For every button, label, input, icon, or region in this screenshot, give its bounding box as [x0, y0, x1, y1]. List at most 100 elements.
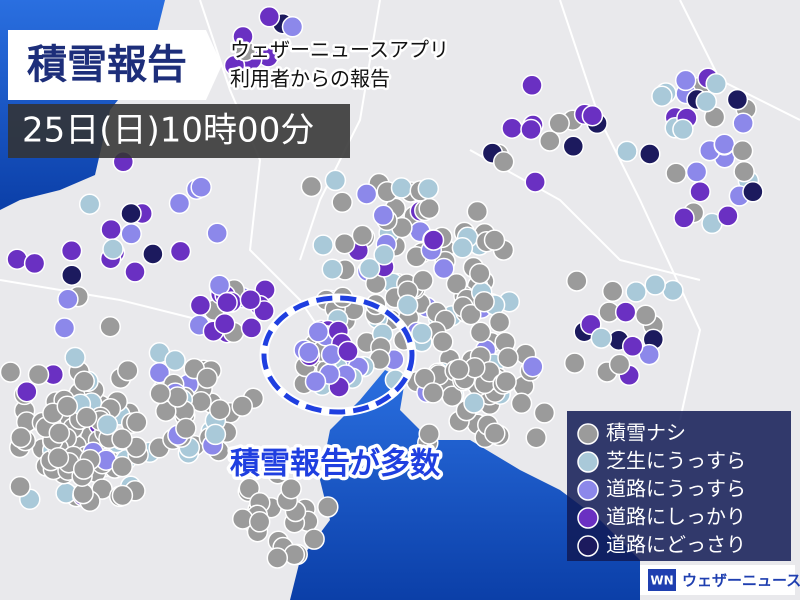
report-dot — [56, 395, 79, 417]
report-dot — [460, 303, 482, 326]
report-dots — [0, 6, 764, 569]
source-line: ウェザーニュースアプリ — [230, 38, 449, 62]
logo-mark-bg — [648, 569, 676, 591]
report-dot — [492, 151, 515, 173]
report-dot — [625, 281, 647, 303]
report-dot — [298, 341, 320, 364]
report-dot — [484, 422, 506, 445]
report-dot — [432, 330, 454, 353]
report-dot — [411, 322, 433, 345]
report-dot — [196, 367, 218, 389]
report-dot — [614, 301, 637, 323]
datetime-box — [8, 104, 350, 158]
report-dot — [717, 205, 739, 227]
report-dot — [601, 280, 624, 303]
report-dot — [351, 224, 374, 247]
report-dot — [497, 346, 519, 369]
sea — [290, 370, 640, 600]
report-dot — [280, 477, 302, 500]
report-dot — [317, 496, 339, 518]
legend-swatch — [577, 451, 599, 473]
report-dot — [75, 406, 98, 429]
report-dot — [100, 218, 122, 241]
report-dot — [355, 183, 378, 205]
report-dot — [120, 202, 142, 225]
report-dot — [6, 248, 28, 270]
legend-label: 積雪ナシ — [606, 421, 686, 445]
report-dot — [149, 382, 171, 405]
report-dot — [673, 207, 695, 229]
report-dot — [726, 88, 749, 111]
report-dot — [469, 262, 491, 285]
title-arrow — [206, 30, 222, 100]
report-dot — [674, 69, 697, 92]
report-dot — [689, 180, 711, 203]
report-dot — [562, 135, 585, 158]
report-dot — [445, 273, 468, 295]
report-dot — [333, 232, 356, 255]
report-dot — [0, 361, 22, 383]
report-dot — [533, 402, 556, 424]
report-dot — [324, 169, 347, 192]
report-dot — [463, 392, 485, 414]
report-dot — [64, 346, 86, 369]
report-dot — [501, 117, 523, 139]
report-dot — [422, 229, 445, 251]
report-dot — [520, 118, 542, 141]
report-dot — [27, 363, 50, 386]
report-dot — [238, 477, 261, 500]
report-dot — [705, 73, 727, 95]
report-dot — [126, 411, 148, 434]
report-dot — [258, 6, 281, 28]
report-dot — [634, 304, 657, 326]
report-dot — [57, 288, 79, 310]
report-dot — [422, 382, 444, 404]
legend-swatch — [577, 479, 599, 501]
report-dot — [524, 171, 546, 193]
report-dot — [23, 252, 46, 275]
report-dot — [483, 229, 506, 251]
report-dot — [168, 192, 191, 215]
report-dot — [396, 294, 419, 316]
report-dot — [266, 462, 289, 485]
report-dot — [581, 104, 604, 127]
report-dot — [742, 181, 764, 203]
report-dot — [522, 355, 544, 378]
report-dot — [469, 321, 492, 344]
report-dot — [331, 191, 353, 214]
legend-swatch — [577, 507, 599, 529]
report-dot — [510, 392, 533, 415]
report-dot — [672, 118, 694, 141]
report-dot — [451, 237, 474, 259]
report-dot — [120, 223, 142, 245]
report-dot — [72, 458, 95, 480]
report-dot — [433, 257, 455, 280]
report-dot — [266, 547, 289, 569]
report-dot — [209, 398, 231, 421]
legend-label: 芝生にうっすら — [606, 449, 746, 473]
annotation: 積雪報告が多数 — [230, 447, 441, 482]
report-dot — [685, 161, 708, 183]
legend-swatch — [577, 423, 599, 445]
report-dot — [616, 140, 638, 163]
report-dot — [662, 279, 684, 302]
report-dot — [16, 380, 38, 403]
report-dot — [117, 359, 139, 382]
report-dot — [111, 455, 133, 478]
report-dot — [231, 395, 253, 417]
report-dot — [563, 352, 586, 374]
report-dot — [417, 177, 440, 200]
logo-mark: WN — [650, 574, 673, 588]
report-dot — [525, 426, 547, 449]
report-dot — [53, 317, 76, 339]
report-dot — [61, 264, 83, 286]
report-dot — [190, 176, 212, 198]
report-dot — [60, 240, 83, 262]
report-dot — [312, 234, 334, 256]
report-dot — [248, 511, 271, 533]
report-dot — [448, 358, 470, 381]
report-dot — [164, 349, 186, 372]
report-dot — [99, 315, 121, 338]
report-dot — [124, 261, 146, 283]
